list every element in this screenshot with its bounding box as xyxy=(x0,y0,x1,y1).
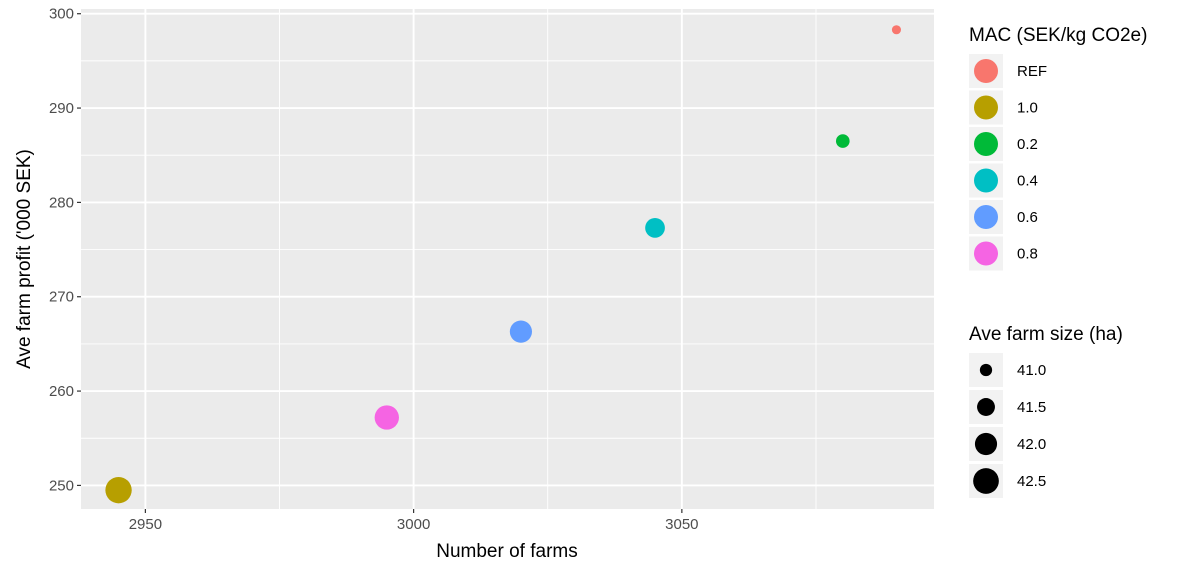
size-legend-label: 42.5 xyxy=(1017,473,1046,490)
size-legend-title: Ave farm size (ha) xyxy=(969,324,1123,345)
y-tick-label: 260 xyxy=(49,383,74,400)
size-legend: Ave farm size (ha) 41.0 41.5 42.0 42.5 xyxy=(969,324,1123,498)
data-point-0.8 xyxy=(374,405,399,430)
color-legend-label: 0.8 xyxy=(1017,246,1038,263)
x-tick-label: 3000 xyxy=(397,516,430,533)
y-tick-label: 270 xyxy=(49,289,74,306)
color-legend-label: REF xyxy=(1017,63,1047,80)
size-legend-swatch xyxy=(977,398,995,416)
size-legend-swatch xyxy=(974,432,998,456)
x-tick-label: 3050 xyxy=(665,516,698,533)
color-legend-swatch xyxy=(974,95,998,120)
y-tick-label: 290 xyxy=(49,100,74,117)
size-legend-items: 41.0 41.5 42.0 42.5 xyxy=(969,353,1046,498)
size-legend-label: 42.0 xyxy=(1017,436,1046,453)
color-legend-swatch xyxy=(974,205,998,229)
x-axis-title: Number of farms xyxy=(436,541,577,562)
data-point-1.0 xyxy=(105,476,132,504)
color-legend-label: 0.4 xyxy=(1017,173,1038,190)
color-legend-swatch xyxy=(974,59,998,83)
y-tick-label: 300 xyxy=(49,6,74,23)
panel-background xyxy=(81,9,934,509)
y-tick-label: 250 xyxy=(49,477,74,494)
x-tick-label: 2950 xyxy=(129,516,162,533)
color-legend-swatch xyxy=(974,132,998,156)
size-legend-swatch xyxy=(979,363,993,377)
data-point-0.4 xyxy=(645,218,665,238)
size-legend-label: 41.0 xyxy=(1017,362,1046,379)
color-legend-swatch xyxy=(974,168,998,193)
x-axis: 2950 3000 3050 xyxy=(129,509,699,533)
color-legend-label: 0.2 xyxy=(1017,136,1038,153)
color-legend-swatch xyxy=(974,241,998,266)
color-legend: MAC (SEK/kg CO2e) REF 1.0 0.2 0.4 0.6 0.8 xyxy=(969,25,1147,271)
grid xyxy=(81,9,934,509)
points xyxy=(105,25,902,504)
data-point-0.6 xyxy=(509,320,532,343)
color-legend-title: MAC (SEK/kg CO2e) xyxy=(969,25,1147,46)
color-legend-label: 0.6 xyxy=(1017,209,1038,226)
color-legend-items: REF 1.0 0.2 0.4 0.6 0.8 xyxy=(969,54,1047,271)
size-legend-label: 41.5 xyxy=(1017,399,1046,416)
data-point-REF xyxy=(891,25,902,35)
size-legend-swatch xyxy=(973,468,999,494)
data-point-0.2 xyxy=(835,134,850,148)
y-axis: 250 260 270 280 290 300 xyxy=(49,6,81,494)
y-tick-label: 280 xyxy=(49,194,74,211)
color-legend-label: 1.0 xyxy=(1017,100,1038,117)
y-axis-title: Ave farm profit ('000 SEK) xyxy=(14,149,35,369)
